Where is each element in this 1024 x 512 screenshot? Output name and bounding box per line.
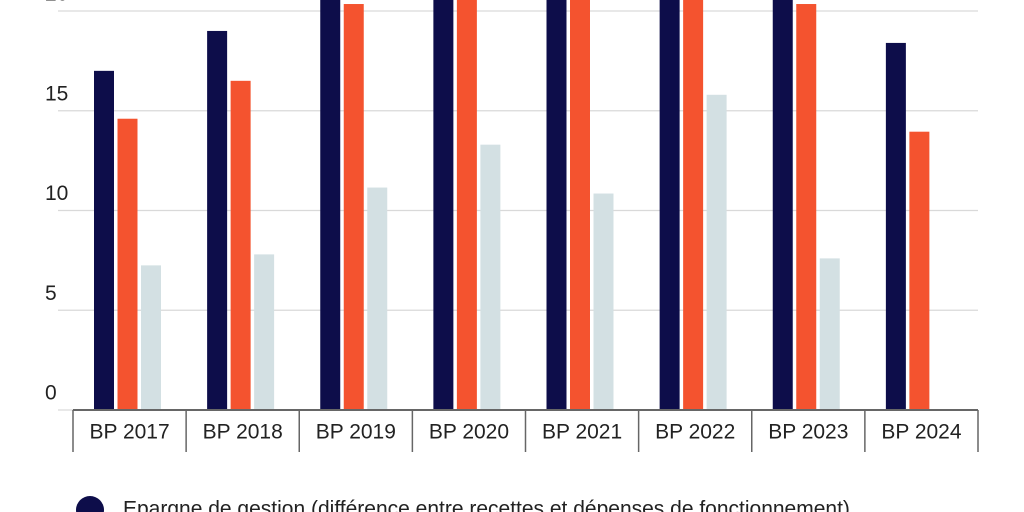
bar xyxy=(593,193,614,410)
bar xyxy=(659,0,680,410)
legend-marker xyxy=(76,496,104,512)
bar xyxy=(819,258,840,410)
x-tick-label: BP 2018 xyxy=(203,421,283,444)
bar xyxy=(433,0,454,410)
bar xyxy=(772,0,793,410)
bar xyxy=(94,70,114,410)
x-tick-label: BP 2024 xyxy=(881,421,962,444)
bar xyxy=(367,187,388,410)
bar xyxy=(254,254,275,410)
bar xyxy=(885,42,906,411)
x-tick-label: BP 2019 xyxy=(316,421,396,444)
bar xyxy=(796,4,817,411)
bar xyxy=(706,94,727,410)
bar xyxy=(207,30,228,410)
x-tick-label: BP 2022 xyxy=(655,421,735,444)
bar xyxy=(343,4,364,411)
bar xyxy=(480,144,501,411)
x-tick-label: BP 2023 xyxy=(768,421,848,444)
y-tick-label: 15 xyxy=(45,82,68,105)
x-tick-label: BP 2020 xyxy=(429,421,509,444)
bar xyxy=(230,80,251,410)
y-tick-label: 0 xyxy=(45,382,57,405)
x-tick-label: BP 2021 xyxy=(542,421,622,444)
bar xyxy=(456,0,477,410)
x-tick-label: BP 2017 xyxy=(89,421,169,444)
bar xyxy=(683,0,704,410)
bar xyxy=(117,118,138,410)
bar xyxy=(320,0,341,410)
y-tick-label: 10 xyxy=(45,182,68,205)
y-tick-label: 5 xyxy=(45,282,57,305)
legend-label: Epargne de gestion (différence entre rec… xyxy=(123,498,850,512)
bar xyxy=(546,0,567,410)
bar xyxy=(570,0,590,410)
y-tick-label: 20 xyxy=(45,0,68,6)
bar xyxy=(141,265,161,410)
bar xyxy=(909,131,930,410)
